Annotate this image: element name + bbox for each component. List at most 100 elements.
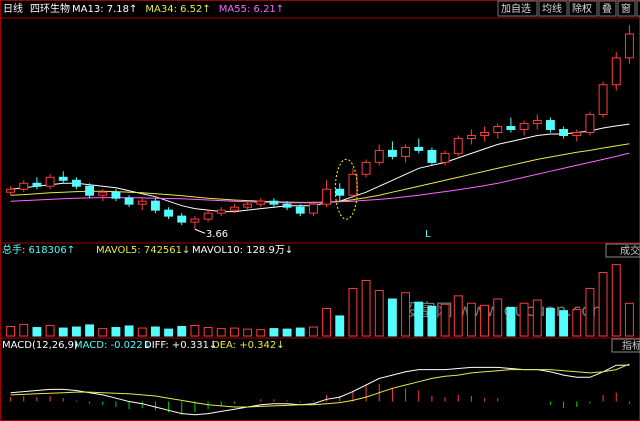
- volume-bar: [150, 326, 160, 337]
- legend-entry: MA13: 7.18↑: [72, 4, 137, 15]
- candle-body: [585, 114, 595, 133]
- volume-bar: [216, 328, 226, 337]
- volume-bar: [282, 328, 292, 337]
- volume-bar: [585, 287, 595, 337]
- line: [10, 123, 630, 213]
- toolbar-button[interactable]: [617, 0, 636, 17]
- volume-bar: [624, 302, 634, 337]
- candle-body: [308, 203, 318, 214]
- candle-body: [177, 215, 187, 223]
- candle-body: [124, 197, 134, 205]
- volume-bar: [58, 327, 68, 337]
- button-label[interactable]: 成交: [620, 244, 640, 257]
- toolbar-button[interactable]: [598, 0, 617, 17]
- macd-title: MACD(12,26,9): [2, 340, 78, 351]
- volume-bar: [229, 327, 239, 337]
- volume-bar: [545, 308, 555, 337]
- stock-name: 四环生物: [30, 2, 70, 15]
- candle-body: [401, 146, 411, 157]
- volume-bar: [19, 323, 29, 337]
- button-label[interactable]: 指标: [622, 339, 640, 352]
- volume-bar: [111, 327, 121, 337]
- macd-legend: DIFF: +0.331↓: [144, 340, 217, 351]
- candle-body: [71, 179, 81, 187]
- toolbar-label[interactable]: 均线: [542, 2, 562, 15]
- volume-bar: [85, 324, 95, 337]
- candle-body: [361, 161, 371, 175]
- candle-body: [427, 149, 437, 163]
- candle-body: [440, 152, 450, 163]
- volume-bar: [295, 327, 305, 337]
- candle-body: [611, 57, 621, 86]
- macd-legend: DEA: +0.342↓: [212, 340, 285, 351]
- button[interactable]: [611, 338, 640, 353]
- volume-bar: [427, 305, 437, 337]
- candle-body: [559, 129, 569, 136]
- volume-bar: [598, 272, 608, 337]
- volume-bar: [572, 309, 582, 337]
- volume-bar: [401, 292, 411, 337]
- candle-body: [480, 131, 490, 136]
- volume-bar: [308, 326, 318, 337]
- candle-body: [322, 188, 332, 205]
- volume-bar: [335, 315, 345, 337]
- volume-bar: [203, 327, 213, 337]
- volume-bar: [440, 303, 450, 337]
- candle-body: [532, 120, 542, 125]
- candle-body: [545, 120, 555, 131]
- toolbar-button[interactable]: [568, 0, 598, 17]
- toolbar-label[interactable]: 叠: [602, 3, 612, 15]
- candle-body: [243, 203, 253, 208]
- volume-bar: [374, 290, 384, 337]
- volume-bar: [164, 328, 174, 337]
- volume-bar: [6, 325, 16, 337]
- volume-legend: MAVOL10: 128.9万↓: [192, 245, 293, 256]
- candle-body: [348, 173, 358, 196]
- candle-body: [32, 182, 42, 187]
- volume-bar: [243, 328, 253, 337]
- volume-bar: [256, 329, 266, 337]
- highlight: [334, 158, 358, 220]
- volume-bar: [414, 301, 424, 337]
- candle-body: [98, 191, 108, 196]
- toolbar-label[interactable]: 加自选: [501, 2, 531, 15]
- volume-bar: [269, 328, 279, 337]
- candle-body: [216, 209, 226, 214]
- candle-body: [111, 191, 121, 199]
- volume-bar: [32, 327, 42, 337]
- toolbar-label[interactable]: 除权: [572, 2, 592, 15]
- candle-body: [203, 212, 213, 220]
- annotation: 3.66: [206, 229, 228, 240]
- toolbar-button[interactable]: [497, 0, 538, 17]
- candle-body: [282, 203, 292, 208]
- volume-bar: [532, 299, 542, 337]
- candle-body: [387, 149, 397, 157]
- candle-body: [506, 126, 516, 131]
- volume-bar: [177, 325, 187, 337]
- legend-entry: MA55: 6.21↑: [219, 4, 284, 15]
- volume-bar: [98, 328, 108, 337]
- volume-bar: [493, 298, 503, 337]
- candle-body: [466, 134, 476, 139]
- legend-entry: MA34: 6.52↑: [145, 4, 210, 15]
- candle-body: [335, 188, 345, 196]
- volume-bar: [559, 310, 569, 337]
- volume-bar: [519, 302, 529, 337]
- volume-bar: [361, 280, 371, 337]
- toolbar-label[interactable]: 窗: [621, 2, 631, 15]
- line: [10, 363, 630, 408]
- button[interactable]: [605, 243, 640, 258]
- volume-bar: [124, 325, 134, 337]
- volume-bar: [387, 298, 397, 337]
- candle-body: [190, 218, 200, 223]
- toolbar-button[interactable]: [636, 0, 640, 17]
- period: 日线: [3, 2, 23, 15]
- candle-body: [256, 200, 266, 205]
- candle-body: [164, 209, 174, 217]
- candle-body: [19, 182, 29, 190]
- toolbar-button[interactable]: [538, 0, 568, 17]
- candle-body: [269, 200, 279, 205]
- candle-body: [414, 146, 424, 151]
